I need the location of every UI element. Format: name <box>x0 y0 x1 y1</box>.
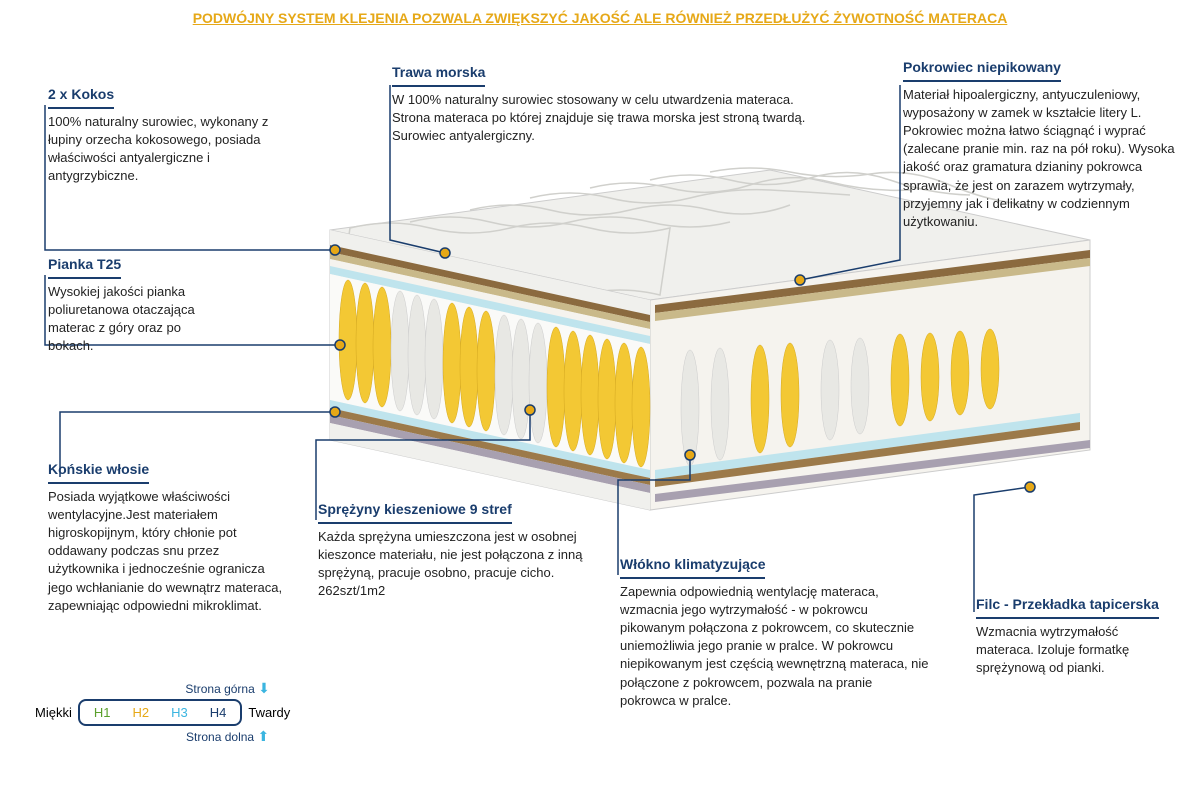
firmness-legend: Strona górna ⬇ Miękki H1 H2 H3 H4 Twardy… <box>35 680 290 745</box>
callout-title: Pokrowiec niepikowany <box>903 58 1061 82</box>
callout-body: 100% naturalny surowiec, wykonany z łupi… <box>48 113 288 186</box>
soft-label: Miękki <box>35 705 72 720</box>
callout-title: Filc - Przekładka tapicerska <box>976 595 1159 619</box>
callout-wlokno: Włókno klimatyzujące Zapewnia odpowiedni… <box>620 555 930 710</box>
callout-konskie: Końskie włosie Posiada wyjątkowe właściw… <box>48 460 283 615</box>
firmness-box: H1 H2 H3 H4 <box>78 699 243 726</box>
callout-title: Pianka T25 <box>48 255 121 279</box>
callout-sprezyny: Sprężyny kieszeniowe 9 stref Każda spręż… <box>318 500 608 600</box>
firmness-level: H3 <box>171 705 188 720</box>
callout-title: Trawa morska <box>392 63 485 87</box>
callout-body: Każda sprężyna umieszczona jest w osobne… <box>318 528 608 601</box>
hard-label: Twardy <box>248 705 290 720</box>
callout-filc: Filc - Przekładka tapicerska Wzmacnia wy… <box>976 595 1176 677</box>
firmness-level: H1 <box>94 705 111 720</box>
callout-kokos: 2 x Kokos 100% naturalny surowiec, wykon… <box>48 85 288 185</box>
page-title: PODWÓJNY SYSTEM KLEJENIA POZWALA ZWIĘKSZ… <box>0 0 1200 36</box>
callout-body: Wzmacnia wytrzymałość materaca. Izoluje … <box>976 623 1176 678</box>
callout-body: Materiał hipoalergiczny, antyuczuleniowy… <box>903 86 1188 232</box>
arrow-down-icon: ⬇ <box>258 680 270 696</box>
callout-pianka: Pianka T25 Wysokiej jakości pianka poliu… <box>48 255 213 355</box>
callout-body: Posiada wyjątkowe właściwości wentylacyj… <box>48 488 283 615</box>
firmness-level: H4 <box>210 705 227 720</box>
callout-pokrowiec: Pokrowiec niepikowany Materiał hipoalerg… <box>903 58 1188 231</box>
callout-title: Sprężyny kieszeniowe 9 stref <box>318 500 512 524</box>
callout-title: 2 x Kokos <box>48 85 114 109</box>
callout-body: W 100% naturalny surowiec stosowany w ce… <box>392 91 822 146</box>
callout-title: Włókno klimatyzujące <box>620 555 765 579</box>
top-side-label: Strona górna <box>185 682 254 696</box>
callout-body: Zapewnia odpowiednią wentylację materaca… <box>620 583 930 710</box>
callout-title: Końskie włosie <box>48 460 149 484</box>
callout-body: Wysokiej jakości pianka poliuretanowa ot… <box>48 283 213 356</box>
bottom-side-label: Strona dolna <box>186 730 254 744</box>
firmness-level: H2 <box>132 705 149 720</box>
arrow-up-icon: ⬆ <box>257 728 269 744</box>
callout-trawa: Trawa morska W 100% naturalny surowiec s… <box>392 63 822 145</box>
